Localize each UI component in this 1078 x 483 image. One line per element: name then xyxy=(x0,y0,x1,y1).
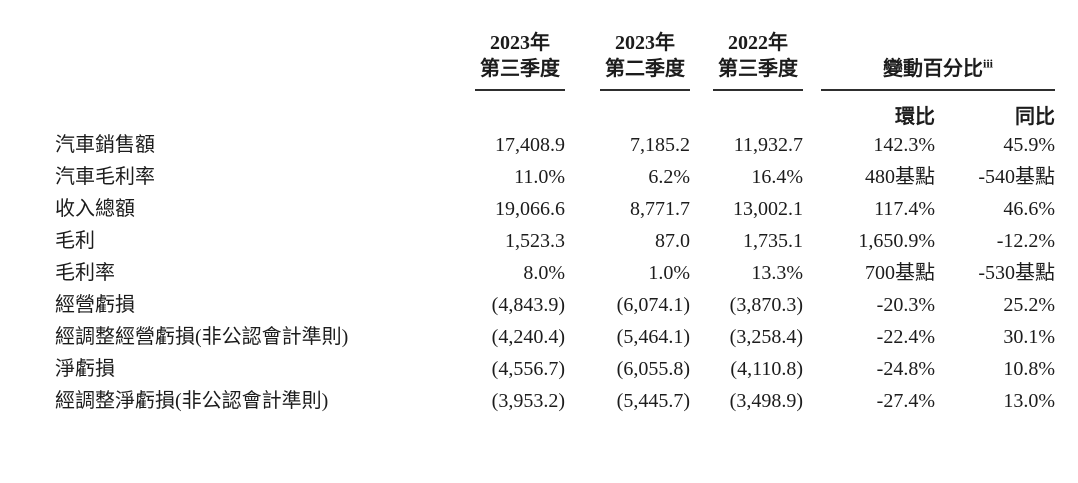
cell-qoq: 480基點 xyxy=(865,166,935,188)
cell-yoy: -540基點 xyxy=(978,166,1056,188)
change-percentage-label: 變動百分比 xyxy=(883,58,983,80)
cell-qoq: 700基點 xyxy=(865,262,935,284)
col-header-2023-q3: 2023年 第三季度 xyxy=(440,30,565,91)
col-header-qoq: 環比 xyxy=(895,106,935,128)
cell-yoy: 13.0% xyxy=(1003,390,1056,412)
cell-2023-q2: 8,771.7 xyxy=(630,198,690,220)
cell-qoq: 1,650.9% xyxy=(858,230,935,252)
cell-yoy: 10.8% xyxy=(1003,358,1056,380)
row-label: 收入總額 xyxy=(55,198,135,220)
row-label: 經調整淨虧損(非公認會計準則) xyxy=(55,390,329,412)
cell-yoy: 46.6% xyxy=(1003,198,1056,220)
period-quarter: 第二季度 xyxy=(605,58,685,80)
period-year: 2023年 xyxy=(615,32,675,54)
table-body: 汽車銷售額 17,408.9 7,185.2 11,932.7 142.3% 4… xyxy=(55,129,1055,417)
table-row: 汽車毛利率 11.0% 6.2% 16.4% 480基點 -540基點 xyxy=(55,161,1055,193)
cell-2022-q3: (3,498.9) xyxy=(729,390,803,412)
table-row: 收入總額 19,066.6 8,771.7 13,002.1 117.4% 46… xyxy=(55,193,1055,225)
cell-2023-q3: (3,953.2) xyxy=(491,390,565,412)
row-label: 汽車毛利率 xyxy=(55,166,155,188)
table-row: 汽車銷售額 17,408.9 7,185.2 11,932.7 142.3% 4… xyxy=(55,129,1055,161)
header-row-sub: 環比 同比 xyxy=(55,91,1055,129)
cell-2023-q2: (5,464.1) xyxy=(616,326,690,348)
cell-qoq: -27.4% xyxy=(876,390,935,412)
cell-qoq: -24.8% xyxy=(876,358,935,380)
cell-2023-q2: (6,055.8) xyxy=(616,358,690,380)
cell-2022-q3: (3,258.4) xyxy=(729,326,803,348)
cell-yoy: -12.2% xyxy=(996,230,1056,252)
cell-2023-q2: 6.2% xyxy=(648,166,690,188)
row-label: 經營虧損 xyxy=(55,294,135,316)
cell-2022-q3: 13,002.1 xyxy=(733,198,803,220)
cell-2023-q3: 19,066.6 xyxy=(495,198,565,220)
cell-2023-q3: (4,843.9) xyxy=(491,294,565,316)
cell-yoy: 30.1% xyxy=(1003,326,1056,348)
col-header-yoy: 同比 xyxy=(1015,106,1056,128)
cell-2023-q2: 1.0% xyxy=(648,262,690,284)
header-row-periods: 2023年 第三季度 2023年 第二季度 2022年 第三季度 xyxy=(55,30,1056,91)
cell-2022-q3: (3,870.3) xyxy=(729,294,803,316)
cell-yoy: 25.2% xyxy=(1003,294,1056,316)
cell-2023-q3: 8.0% xyxy=(523,262,565,284)
cell-2023-q3: (4,240.4) xyxy=(491,326,565,348)
cell-2023-q2: (6,074.1) xyxy=(616,294,690,316)
cell-2023-q2: 87.0 xyxy=(655,230,690,252)
period-year: 2023年 xyxy=(490,32,550,54)
table-row: 經調整淨虧損(非公認會計準則) (3,953.2) (5,445.7) (3,4… xyxy=(55,385,1055,417)
cell-qoq: 117.4% xyxy=(874,198,935,220)
quarterly-results-table: 2023年 第三季度 2023年 第二季度 2022年 第三季度 xyxy=(55,30,1056,417)
cell-2022-q3: (4,110.8) xyxy=(730,358,803,380)
col-header-2023-q3-underlined: 2023年 第三季度 xyxy=(475,30,565,91)
row-label: 汽車銷售額 xyxy=(55,134,155,156)
col-header-2023-q2: 2023年 第二季度 xyxy=(565,30,690,91)
cell-qoq: -20.3% xyxy=(876,294,935,316)
cell-yoy: -530基點 xyxy=(978,262,1056,284)
col-header-change-percentage: 變動百分比iii xyxy=(803,30,1056,91)
cell-2023-q3: 17,408.9 xyxy=(495,134,565,156)
cell-2022-q3: 13.3% xyxy=(751,262,803,284)
table-row: 經調整經營虧損(非公認會計準則) (4,240.4) (5,464.1) (3,… xyxy=(55,321,1055,353)
period-quarter: 第三季度 xyxy=(718,58,798,80)
table-row: 經營虧損 (4,843.9) (6,074.1) (3,870.3) -20.3… xyxy=(55,289,1055,321)
table-header: 2023年 第三季度 2023年 第二季度 2022年 第三季度 xyxy=(55,30,1056,129)
row-label: 經調整經營虧損(非公認會計準則) xyxy=(55,326,349,348)
cell-2022-q3: 16.4% xyxy=(751,166,803,188)
footnote-marker: iii xyxy=(983,56,994,71)
cell-qoq: -22.4% xyxy=(876,326,935,348)
cell-2023-q2: (5,445.7) xyxy=(616,390,690,412)
col-header-2022-q3: 2022年 第三季度 xyxy=(690,30,803,91)
cell-2023-q3: (4,556.7) xyxy=(491,358,565,380)
col-header-2023-q2-underlined: 2023年 第二季度 xyxy=(600,30,690,91)
cell-qoq: 142.3% xyxy=(873,134,935,156)
cell-yoy: 45.9% xyxy=(1003,134,1056,156)
row-label: 毛利 xyxy=(55,230,95,252)
col-header-2022-q3-underlined: 2022年 第三季度 xyxy=(713,30,803,91)
period-year: 2022年 xyxy=(728,32,788,54)
table-row: 毛利 1,523.3 87.0 1,735.1 1,650.9% -12.2% xyxy=(55,225,1055,257)
cell-2023-q3: 1,523.3 xyxy=(505,230,565,252)
row-label: 毛利率 xyxy=(55,262,115,284)
table-row: 毛利率 8.0% 1.0% 13.3% 700基點 -530基點 xyxy=(55,257,1055,289)
header-label-spacer xyxy=(55,30,440,91)
row-label: 淨虧損 xyxy=(55,358,115,380)
cell-2023-q3: 11.0% xyxy=(514,166,565,188)
change-percentage-underlined: 變動百分比iii xyxy=(821,56,1056,91)
table-row: 淨虧損 (4,556.7) (6,055.8) (4,110.8) -24.8%… xyxy=(55,353,1055,385)
cell-2022-q3: 1,735.1 xyxy=(743,230,803,252)
period-quarter: 第三季度 xyxy=(480,58,560,80)
cell-2023-q2: 7,185.2 xyxy=(630,134,690,156)
cell-2022-q3: 11,932.7 xyxy=(733,134,803,156)
